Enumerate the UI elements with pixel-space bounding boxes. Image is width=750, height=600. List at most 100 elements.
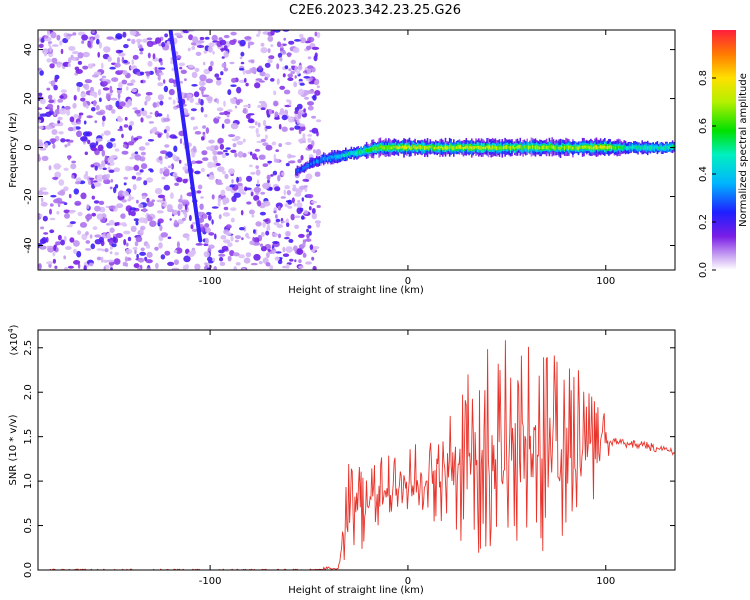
signal-trace-cell: [432, 145, 434, 149]
noise-speck: [230, 207, 237, 212]
spectrogram-y-ticks: -40 -20 0 20 40: [23, 43, 675, 254]
noise-speck: [63, 186, 69, 192]
noise-speck: [251, 153, 257, 160]
signal-trace-cell: [365, 148, 368, 152]
noise-speck: [205, 127, 210, 134]
noise-speck: [255, 221, 262, 227]
signal-trace-cell: [652, 146, 654, 149]
noise-speck: [307, 134, 313, 137]
noise-speck: [208, 260, 214, 264]
noise-speck: [50, 31, 57, 39]
noise-speck: [138, 203, 144, 208]
signal-trace-cell: [358, 150, 361, 155]
signal-trace-cell: [605, 146, 607, 150]
noise-speck: [108, 219, 115, 226]
noise-speck: [168, 88, 175, 96]
noise-speck: [126, 242, 129, 247]
noise-speck: [52, 258, 57, 264]
signal-trace-cell: [616, 145, 618, 150]
noise-speck: [38, 43, 44, 48]
noise-speck: [94, 120, 98, 124]
noise-speck: [154, 187, 163, 195]
signal-trace-cell: [599, 145, 602, 149]
noise-speck: [186, 192, 193, 197]
noise-speck: [295, 180, 299, 184]
noise-speck: [267, 249, 271, 252]
noise-speck: [182, 265, 188, 270]
noise-speck: [294, 39, 301, 42]
noise-speck: [311, 208, 316, 214]
signal-trace-cell: [598, 146, 600, 149]
noise-speck: [217, 200, 221, 207]
colorbar: 0.0 0.2 0.4 0.6 0.8 Normalized spectral ampl…: [698, 30, 749, 278]
noise-speck: [159, 100, 164, 106]
noise-speck: [99, 97, 102, 103]
noise-speck: [109, 227, 115, 233]
signal-trace-cell: [649, 146, 652, 150]
signal-trace-cell: [397, 146, 400, 149]
noise-speck: [221, 123, 225, 129]
noise-speck: [67, 155, 71, 161]
noise-speck: [296, 118, 300, 125]
noise-speck: [274, 111, 279, 118]
noise-speck: [49, 229, 55, 234]
noise-speck: [285, 246, 293, 253]
noise-speck: [184, 78, 187, 82]
signal-trace-cell: [440, 145, 443, 149]
signal-trace-cell: [565, 145, 567, 149]
noise-speck: [58, 179, 65, 186]
noise-speck: [129, 207, 137, 211]
noise-speck: [280, 220, 285, 224]
noise-speck: [157, 210, 162, 214]
noise-speck: [271, 141, 277, 146]
noise-speck: [199, 74, 207, 82]
signal-trace-cell: [562, 145, 564, 149]
noise-speck: [260, 246, 267, 252]
noise-speck: [101, 248, 105, 252]
noise-speck: [86, 204, 90, 210]
noise-speck: [294, 215, 301, 219]
noise-speck: [245, 114, 251, 119]
noise-speck: [256, 133, 261, 138]
signal-trace-cell: [385, 145, 387, 150]
signal-trace-cell: [315, 159, 318, 164]
noise-speck: [307, 137, 312, 143]
signal-trace-cell: [635, 146, 638, 149]
noise-speck: [264, 77, 268, 81]
noise-speck: [94, 205, 101, 212]
noise-speck: [149, 112, 153, 115]
signal-trace-cell: [300, 166, 303, 171]
signal-trace-cell: [490, 146, 492, 150]
noise-speck: [242, 192, 246, 195]
noise-speck: [57, 98, 64, 103]
noise-speck: [103, 266, 106, 270]
signal-trace-cell: [664, 146, 667, 149]
noise-speck: [271, 110, 275, 114]
noise-speck: [257, 104, 262, 109]
noise-speck: [42, 215, 48, 222]
snr-series-path: [38, 340, 675, 570]
signal-trace-cell: [390, 146, 393, 150]
noise-speck: [114, 62, 121, 68]
signal-trace-cell: [586, 145, 588, 149]
noise-speck: [174, 219, 178, 225]
noise-speck: [230, 84, 237, 87]
signal-trace-cell: [660, 146, 663, 150]
noise-speck: [97, 144, 104, 152]
noise-speck: [82, 65, 89, 70]
noise-speck: [195, 160, 203, 164]
noise-speck: [145, 243, 151, 249]
noise-speck: [75, 181, 81, 185]
signal-trace-cell: [591, 146, 594, 150]
signal-trace-cell: [368, 148, 371, 152]
noise-speck: [67, 141, 71, 146]
noise-speck: [260, 102, 268, 109]
noise-speck: [126, 38, 131, 42]
signal-trace-cell: [465, 145, 468, 149]
signal-trace-cell: [583, 145, 585, 149]
noise-speck: [164, 33, 169, 38]
noise-speck: [109, 66, 116, 70]
signal-trace-cell: [526, 145, 528, 149]
signal-trace-cell: [634, 145, 636, 149]
signal-trace-cell: [472, 146, 474, 150]
